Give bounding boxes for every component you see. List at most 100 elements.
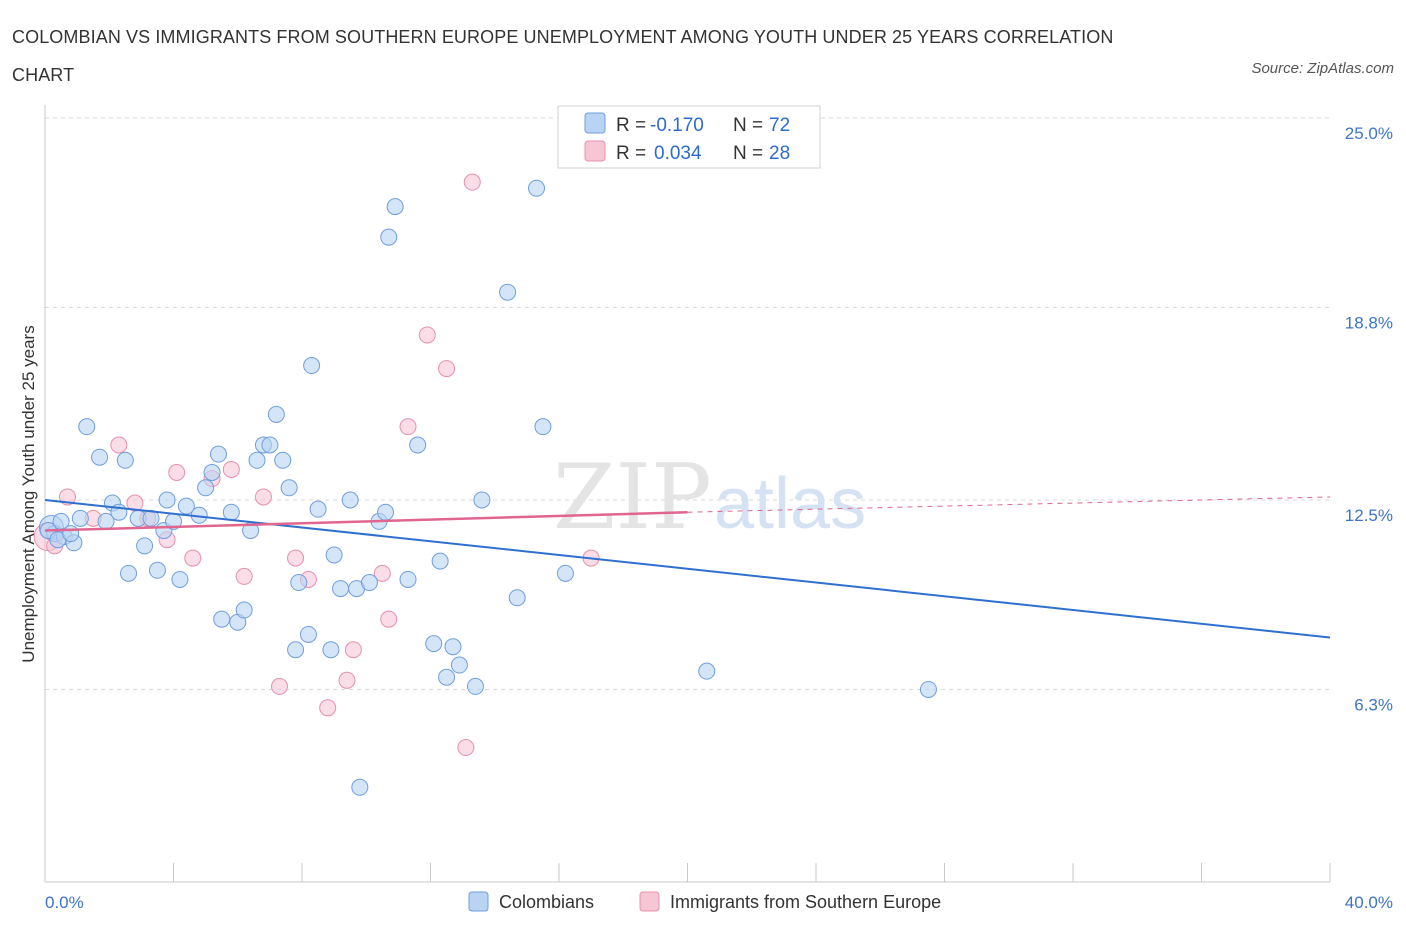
colombians-point <box>158 491 176 509</box>
y-tick-label-1: 12.5% <box>1345 506 1393 525</box>
stats-n-label-immigrants: N = <box>733 143 763 164</box>
stats-r-label-colombians: R = <box>616 115 646 136</box>
colombians-point <box>360 574 378 592</box>
watermark: ZIP atlas <box>553 445 866 550</box>
bottom-legend-label-colombians[interactable]: Colombians <box>499 892 594 912</box>
stats-n-value-colombians: 72 <box>769 115 790 136</box>
immigrants-point <box>438 360 456 378</box>
colombians-point <box>177 497 195 515</box>
immigrants-point <box>168 463 186 481</box>
bottom-legend-swatch-immigrants[interactable] <box>639 891 660 912</box>
bottom-legend-swatch-colombians[interactable] <box>468 891 489 912</box>
stats-r-label-immigrants: R = <box>616 143 646 164</box>
trend-lines <box>44 496 1331 639</box>
colombians-point <box>116 451 134 469</box>
colombians-point <box>425 635 443 653</box>
immigrants-point <box>380 610 398 628</box>
colombians-point <box>197 479 215 497</box>
colombians-point <box>438 668 456 686</box>
colombians-point <box>248 451 266 469</box>
trend-line-colombians <box>44 499 1331 639</box>
colombians-point <box>235 601 253 619</box>
y-axis-label: Unemployment Among Youth under 25 years <box>19 325 38 662</box>
colombians-point <box>386 198 404 216</box>
immigrants-point <box>222 460 240 478</box>
colombians-point <box>171 570 189 588</box>
colombians-point <box>62 525 80 543</box>
colombians-point <box>528 179 546 197</box>
immigrants-point <box>463 173 481 191</box>
stats-legend: R = -0.170 N = 72 R = 0.034 N = 28 <box>557 105 821 169</box>
colombians-point <box>698 662 716 680</box>
immigrants-point <box>344 641 362 659</box>
colombians-point <box>332 580 350 598</box>
colombians-point <box>78 418 96 436</box>
gridlines <box>45 117 1330 690</box>
colombians-point <box>71 509 89 527</box>
immigrants-point <box>184 549 202 567</box>
immigrants-point <box>58 488 76 506</box>
colombians-point <box>380 228 398 246</box>
colombians-point <box>399 570 417 588</box>
colombians-point <box>322 641 340 659</box>
colombians-point <box>508 589 526 607</box>
stats-r-value-immigrants: 0.034 <box>654 143 702 164</box>
colombians-point <box>261 436 279 454</box>
immigrants-point <box>287 549 305 567</box>
colombians-point <box>556 564 574 582</box>
watermark-atlas: atlas <box>714 464 866 544</box>
immigrants-point <box>338 671 356 689</box>
immigrants-point <box>399 418 417 436</box>
colombians-point <box>267 405 285 423</box>
immigrants-point <box>271 677 289 695</box>
stats-legend-swatch-colombians <box>584 112 606 134</box>
x-tick-label-1: 40.0% <box>1345 893 1393 912</box>
colombians-point <box>444 638 462 656</box>
y-tick-labels: 6.3% 12.5% 18.8% 25.0% <box>1345 124 1393 714</box>
colombians-point <box>148 561 166 579</box>
colombians-point <box>377 503 395 521</box>
x-tick-label-0: 0.0% <box>45 893 84 912</box>
colombians-point <box>290 574 308 592</box>
colombians-point <box>209 445 227 463</box>
colombians-point <box>287 641 305 659</box>
stats-n-label-colombians: N = <box>733 115 763 136</box>
immigrants-point <box>110 436 128 454</box>
source-label: Source: ZipAtlas.com <box>1251 60 1394 77</box>
y-tick-label-3: 25.0% <box>1345 124 1393 143</box>
colombians-point <box>534 418 552 436</box>
trend-line-immigrants <box>44 510 688 532</box>
colombians-point <box>325 546 343 564</box>
colombians-point <box>213 610 231 628</box>
colombians-point <box>280 479 298 497</box>
immigrants-point <box>457 739 475 757</box>
colombians-point <box>473 491 491 509</box>
stats-legend-swatch-immigrants <box>584 140 606 162</box>
immigrants-point <box>418 326 436 344</box>
colombians-point <box>499 283 517 301</box>
y-tick-label-2: 18.8% <box>1345 313 1393 332</box>
x-ticks <box>44 863 1331 882</box>
colombians-point <box>274 451 292 469</box>
colombians-point <box>203 463 221 481</box>
colombians-point <box>341 491 359 509</box>
y-tick-label-0: 6.3% <box>1354 695 1393 714</box>
colombians-point <box>222 503 240 521</box>
colombians-point <box>409 436 427 454</box>
stats-n-value-immigrants: 28 <box>769 143 790 164</box>
colombians-point <box>299 625 317 643</box>
colombians-point <box>466 677 484 695</box>
immigrants-point <box>319 699 337 717</box>
colombians-point <box>309 500 327 518</box>
colombians-point <box>450 656 468 674</box>
stats-r-value-colombians: -0.170 <box>650 115 704 136</box>
immigrants-point <box>373 564 391 582</box>
colombians-point <box>136 537 154 555</box>
colombians-point <box>919 680 937 698</box>
colombians-point <box>431 552 449 570</box>
colombians-point <box>351 778 369 796</box>
colombians-point <box>303 357 321 375</box>
chart-title: COLOMBIAN VS IMMIGRANTS FROM SOUTHERN EU… <box>12 27 1114 85</box>
bottom-legend-label-immigrants[interactable]: Immigrants from Southern Europe <box>670 892 941 912</box>
